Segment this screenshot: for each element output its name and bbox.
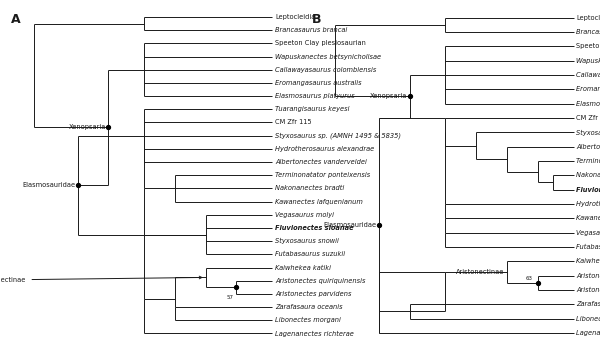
Text: Aristonectes quiriquinensis: Aristonectes quiriquinensis: [275, 278, 365, 284]
Text: Aristonectinae: Aristonectinae: [456, 269, 505, 275]
Text: Styxosaurus sp. (AMNH 1495 & 5835): Styxosaurus sp. (AMNH 1495 & 5835): [275, 132, 401, 139]
Text: Nakonanectes bradti: Nakonanectes bradti: [275, 185, 344, 192]
Text: CM Zfr 115: CM Zfr 115: [275, 119, 311, 126]
Text: Wapuskanectes betsynichollsae: Wapuskanectes betsynichollsae: [576, 58, 600, 64]
Text: Kaiwhekea katiki: Kaiwhekea katiki: [576, 258, 600, 264]
Text: Brancasaurus brancai: Brancasaurus brancai: [275, 27, 347, 33]
Text: Eromangasaurus australis: Eromangasaurus australis: [275, 80, 362, 86]
Text: Styxosaurus sp. (AMNH 1495 & 5835): Styxosaurus sp. (AMNH 1495 & 5835): [576, 129, 600, 136]
Text: Fluvionectes sloanae: Fluvionectes sloanae: [275, 225, 353, 231]
Text: Vegasaurus molyi: Vegasaurus molyi: [576, 230, 600, 236]
Text: 63: 63: [526, 276, 533, 281]
Text: Aristonectes quiriquinensis: Aristonectes quiriquinensis: [576, 272, 600, 279]
Text: Zarafasaura oceanis: Zarafasaura oceanis: [576, 301, 600, 307]
Text: Futabasaurus suzukii: Futabasaurus suzukii: [275, 251, 345, 257]
Text: Kawanectes lafquenianum: Kawanectes lafquenianum: [275, 198, 363, 205]
Text: Vegasaurus molyi: Vegasaurus molyi: [275, 212, 334, 218]
Text: Aristonectinae: Aristonectinae: [0, 276, 202, 283]
Text: Speeton Clay plesiosaurian: Speeton Clay plesiosaurian: [576, 43, 600, 49]
Text: Elasmosaurus platyurus: Elasmosaurus platyurus: [576, 101, 600, 107]
Text: Leptocleidia: Leptocleidia: [275, 14, 315, 20]
Text: Elasmosauridae: Elasmosauridae: [323, 222, 376, 228]
Text: Albertonectes vanderveldei: Albertonectes vanderveldei: [576, 144, 600, 150]
Text: Aristonectes parvidens: Aristonectes parvidens: [576, 287, 600, 293]
Text: Terminonatator ponteixensis: Terminonatator ponteixensis: [275, 172, 370, 178]
Text: B: B: [312, 13, 322, 26]
Text: Fluvionectes sloanae: Fluvionectes sloanae: [576, 187, 600, 193]
Text: Libonectes morgani: Libonectes morgani: [275, 317, 341, 323]
Text: CM Zfr 115: CM Zfr 115: [576, 115, 600, 121]
Text: Tuarangisaurus keyesi: Tuarangisaurus keyesi: [275, 106, 349, 112]
Text: Leptocleidia: Leptocleidia: [576, 15, 600, 20]
Text: Brancasaurus brancai: Brancasaurus brancai: [576, 29, 600, 35]
Text: Hydrotherosaurus alexandrae: Hydrotherosaurus alexandrae: [275, 146, 374, 152]
Text: Wapuskanectes betsynichollsae: Wapuskanectes betsynichollsae: [275, 53, 381, 60]
Text: Libonectes morgani: Libonectes morgani: [576, 315, 600, 322]
Text: A: A: [11, 13, 21, 26]
Text: Albertonectes vanderveldei: Albertonectes vanderveldei: [275, 159, 367, 165]
Text: Callawayasaurus colombiensis: Callawayasaurus colombiensis: [576, 72, 600, 78]
Text: Zarafasaura oceanis: Zarafasaura oceanis: [275, 304, 343, 310]
Text: Xenopsaria: Xenopsaria: [68, 125, 106, 130]
Text: Eromangasaurus australis: Eromangasaurus australis: [576, 86, 600, 92]
Text: Nakonanectes bradti: Nakonanectes bradti: [576, 172, 600, 178]
Text: Kawanectes lafquenianum: Kawanectes lafquenianum: [576, 215, 600, 221]
Text: Xenopsaria: Xenopsaria: [370, 93, 407, 99]
Text: 57: 57: [227, 295, 234, 300]
Text: Styxosaurus snowii: Styxosaurus snowii: [275, 238, 339, 244]
Text: Elasmosauridae: Elasmosauridae: [22, 182, 75, 188]
Text: Terminonatator ponteixensis: Terminonatator ponteixensis: [576, 158, 600, 164]
Text: Kaiwhekea katiki: Kaiwhekea katiki: [275, 264, 331, 271]
Text: Lagenanectes richterae: Lagenanectes richterae: [576, 330, 600, 336]
Text: Callawayasaurus colombiensis: Callawayasaurus colombiensis: [275, 67, 376, 73]
Text: Speeton Clay plesiosaurian: Speeton Clay plesiosaurian: [275, 40, 366, 46]
Text: Elasmosaurus platyurus: Elasmosaurus platyurus: [275, 93, 355, 99]
Text: Hydrotherosaurus alexandrae: Hydrotherosaurus alexandrae: [576, 201, 600, 207]
Text: Futabasaurus suzukii: Futabasaurus suzukii: [576, 244, 600, 250]
Text: Aristonectes parvidens: Aristonectes parvidens: [275, 291, 352, 297]
Text: Lagenanectes richterae: Lagenanectes richterae: [275, 330, 354, 337]
